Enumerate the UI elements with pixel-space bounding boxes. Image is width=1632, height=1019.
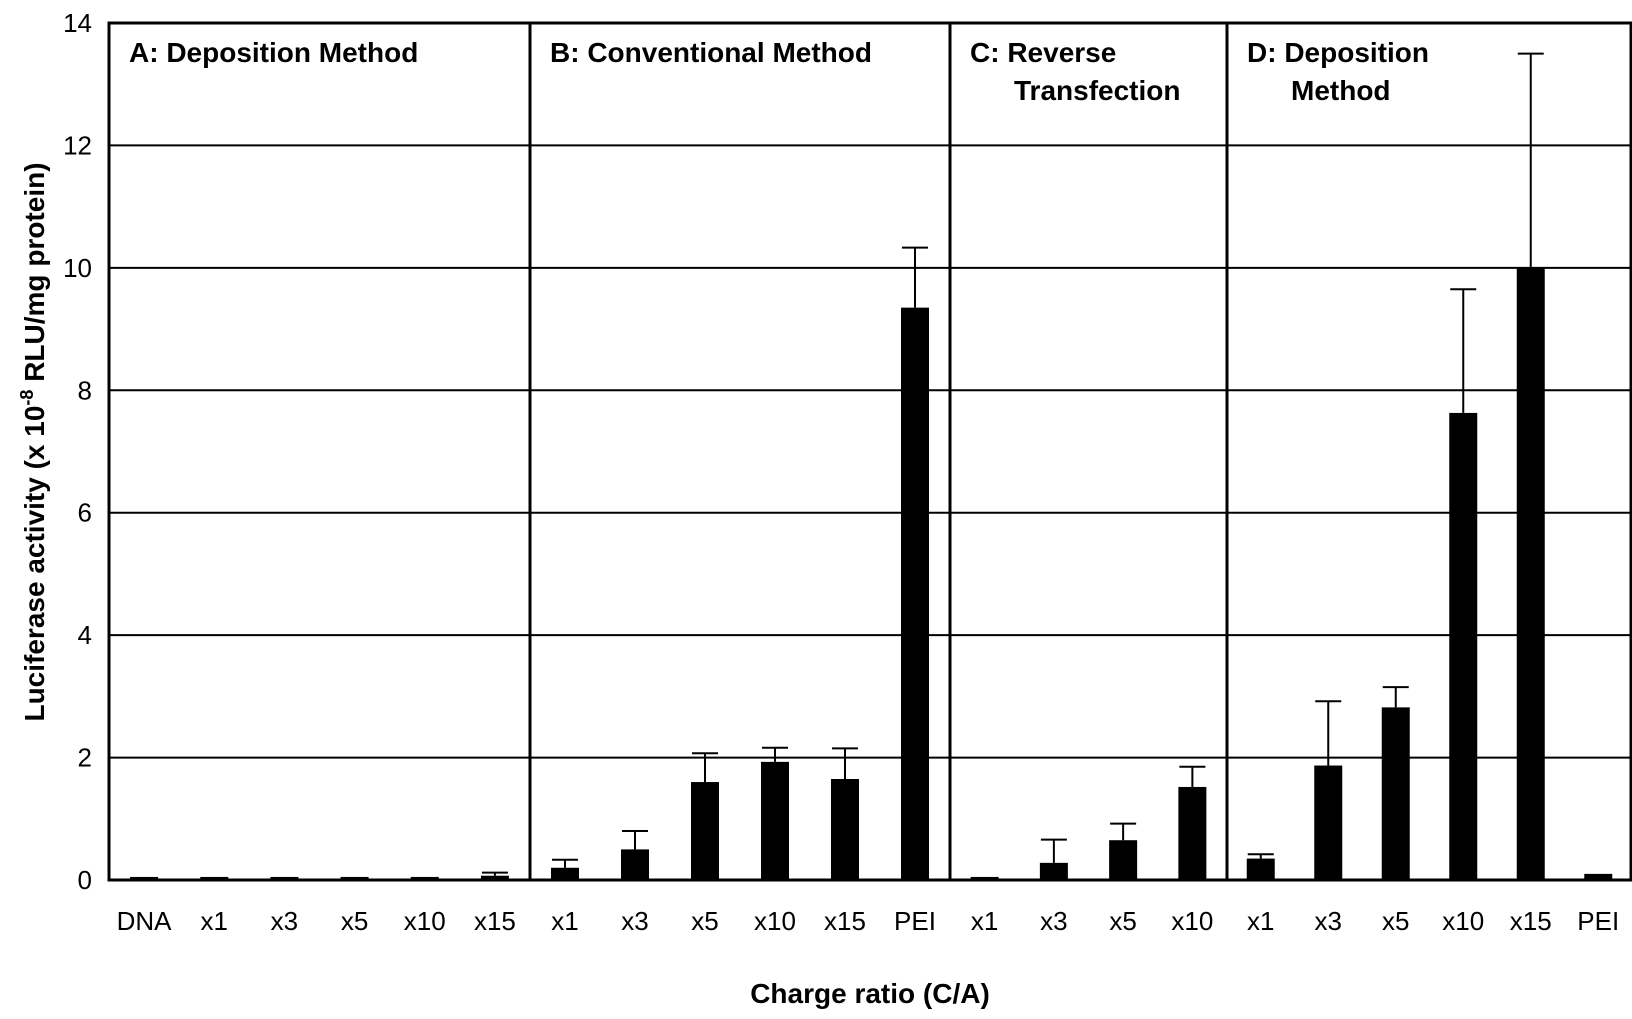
panel-title: Method (1291, 75, 1391, 106)
x-category-label: x5 (691, 906, 718, 936)
gridlines (109, 144, 1632, 759)
x-category-label: x10 (1442, 906, 1484, 936)
y-tick-label: 10 (63, 253, 92, 283)
y-tick-label: 6 (78, 498, 92, 528)
bar (691, 782, 719, 880)
x-category-label: x15 (824, 906, 866, 936)
y-tick-label: 4 (78, 620, 92, 650)
y-axis-title-main: Luciferase activity (x 10 (19, 406, 50, 722)
panel-title: D: Deposition (1247, 37, 1429, 68)
bar (831, 778, 859, 880)
bar (1109, 840, 1138, 880)
bar (761, 761, 789, 880)
plot-frame (107, 21, 1632, 882)
y-tick-label: 14 (63, 8, 92, 38)
x-category-label: x5 (341, 906, 368, 936)
panel-titles: A: Deposition Method B: Conventional Meth… (129, 37, 1429, 106)
x-category-label: x15 (1510, 906, 1552, 936)
y-axis-title: Luciferase activity (x 10-8 RLU/mg prote… (17, 162, 50, 721)
x-category-label: x10 (404, 906, 446, 936)
x-category-label: x1 (1247, 906, 1274, 936)
bar (1449, 412, 1478, 880)
x-category-label: x3 (1040, 906, 1067, 936)
x-category-label: x15 (474, 906, 516, 936)
x-category-label: x1 (201, 906, 228, 936)
bar (1584, 873, 1613, 880)
bar (270, 876, 299, 880)
bar (1178, 786, 1207, 880)
x-category-label: x3 (271, 906, 298, 936)
bars (130, 52, 1613, 880)
bar (901, 307, 929, 880)
x-category-label: x1 (551, 906, 578, 936)
y-axis-title-superscript: -8 (17, 390, 37, 406)
plot-border (107, 21, 1632, 882)
bar (200, 876, 229, 880)
bar (1314, 765, 1343, 880)
x-category-label: x3 (1315, 906, 1342, 936)
bar (621, 849, 649, 880)
x-axis-categories: DNA x1 x3 x5 x10 x15 x1 x3 x5 x10 x15 PEI x1 x3 x5 x10 x… (117, 906, 1620, 936)
bar (551, 867, 579, 880)
bar (340, 876, 369, 880)
panel-title: Transfection (1014, 75, 1180, 106)
x-category-label: x3 (621, 906, 648, 936)
y-tick-label: 8 (78, 375, 92, 405)
y-axis-title-tail: RLU/mg protein) (19, 162, 50, 389)
x-category-label: x1 (971, 906, 998, 936)
x-axis-title: Charge ratio (C/A) (750, 978, 990, 1009)
x-category-label: PEI (1577, 906, 1619, 936)
bar (1246, 858, 1275, 880)
bar (130, 876, 159, 880)
bar (1039, 862, 1068, 880)
x-category-label: x10 (1171, 906, 1213, 936)
x-category-label: x10 (754, 906, 796, 936)
panel-title: B: Conventional Method (550, 37, 872, 68)
x-category-label: DNA (117, 906, 173, 936)
x-category-label: PEI (894, 906, 936, 936)
y-tick-label: 2 (78, 743, 92, 773)
bar (410, 876, 439, 880)
x-category-label: x5 (1109, 906, 1136, 936)
y-tick-label: 12 (63, 130, 92, 160)
y-tick-label: 0 (78, 865, 92, 895)
x-category-label: x5 (1382, 906, 1409, 936)
bar (480, 875, 509, 880)
bar (970, 876, 999, 880)
panel-title: A: Deposition Method (129, 37, 418, 68)
bar (1381, 707, 1410, 880)
panel-title: C: Reverse (970, 37, 1116, 68)
bar (1516, 267, 1545, 880)
y-axis-ticks: 0 2 4 6 8 10 12 14 (63, 8, 92, 895)
